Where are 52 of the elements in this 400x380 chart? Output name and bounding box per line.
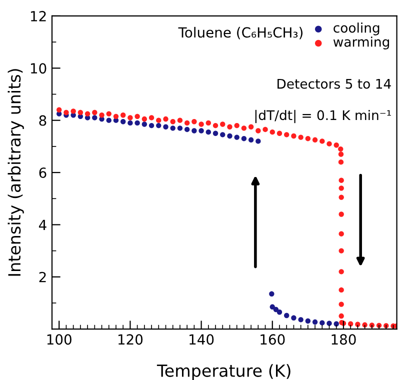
point	[198, 128, 204, 134]
x-tick-label: 120	[118, 334, 143, 345]
point	[206, 129, 212, 135]
y-tick-label: 2	[39, 272, 46, 282]
legend-label: warming	[333, 36, 390, 50]
point	[120, 119, 126, 124]
point	[276, 310, 282, 315]
x-tick-label: 180	[332, 334, 356, 345]
point	[134, 120, 140, 126]
y-tick-label: 12	[30, 10, 46, 22]
point	[284, 312, 290, 318]
point	[212, 130, 218, 136]
point	[170, 126, 176, 131]
point	[248, 137, 254, 142]
x-tick-label: 160	[260, 334, 285, 345]
point	[106, 118, 112, 123]
y-tick-label: 6	[39, 167, 46, 178]
point	[163, 124, 168, 130]
point	[305, 318, 311, 324]
point	[227, 133, 232, 139]
point	[334, 321, 339, 326]
point	[142, 122, 148, 127]
point	[156, 122, 162, 128]
y-tick-label: 4	[38, 220, 46, 230]
point	[256, 138, 261, 144]
point	[220, 132, 226, 138]
point	[92, 115, 98, 120]
point	[177, 126, 183, 131]
point	[320, 320, 325, 326]
annotation: |dT/dt| = 0.1 K min⁻¹	[255, 110, 391, 124]
point	[234, 134, 240, 140]
point	[148, 122, 154, 128]
x-axis-title: Temperature (K)	[156, 364, 290, 380]
legend-label: cooling	[334, 22, 380, 36]
point	[326, 320, 332, 326]
point	[291, 315, 296, 320]
point	[241, 136, 247, 142]
y-tick-label: 8	[39, 115, 46, 126]
point	[270, 304, 275, 310]
point	[312, 319, 318, 325]
y-axis-title: Intensity (arbitrary units)	[8, 69, 24, 276]
x-tick-label: 140	[190, 334, 214, 345]
text: Toluene (C₆H₅CH₃)	[178, 26, 303, 40]
point	[273, 306, 279, 312]
point	[128, 120, 133, 126]
point	[192, 128, 197, 134]
point	[269, 291, 274, 296]
point	[298, 317, 304, 322]
point	[184, 126, 190, 132]
x-tick-label: 100	[47, 334, 72, 345]
y-tick-label: 10	[30, 63, 46, 74]
annotation: Detectors 5 to 14	[278, 78, 391, 89]
